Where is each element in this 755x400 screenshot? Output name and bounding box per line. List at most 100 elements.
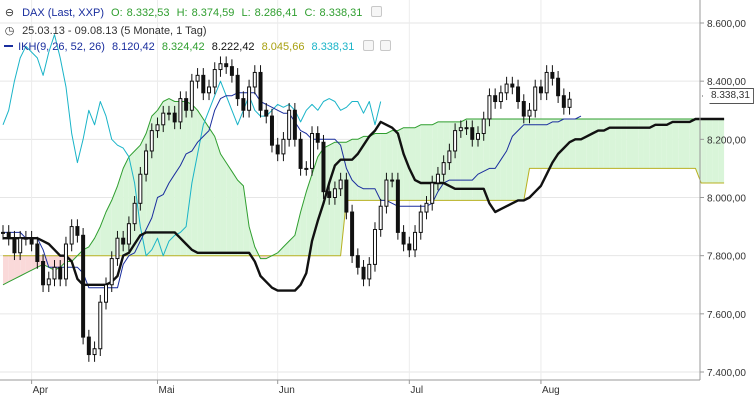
candle-up xyxy=(430,182,435,204)
candle-down xyxy=(58,266,63,280)
candle-down xyxy=(493,95,498,103)
candle-up xyxy=(149,130,154,152)
cloud-segment xyxy=(684,118,690,169)
cloud-segment xyxy=(174,101,181,256)
cloud-segment xyxy=(214,136,221,256)
cloud-segment xyxy=(186,101,192,256)
indicator-close-icon[interactable] xyxy=(380,40,392,51)
cloud-segment xyxy=(603,118,610,169)
candle-down xyxy=(315,133,320,143)
cloud-segment xyxy=(289,235,295,256)
candle-up xyxy=(92,348,97,356)
candle-down xyxy=(12,237,17,254)
candle-down xyxy=(344,179,349,213)
cloud-segment xyxy=(220,153,227,256)
senkou-b-value: 8.045,66 xyxy=(261,41,305,53)
cloud-segment xyxy=(500,118,507,201)
cloud-segment xyxy=(226,162,232,256)
cloud-segment xyxy=(294,212,301,256)
cloud-segment xyxy=(655,118,662,169)
candle-down xyxy=(361,266,366,280)
candle-up xyxy=(435,173,440,184)
candle-down xyxy=(510,83,515,88)
cloud-segment xyxy=(649,118,656,169)
tenkan-line xyxy=(3,92,582,289)
candle-down xyxy=(258,71,263,111)
cloud-segment xyxy=(712,118,719,183)
cloud-segment xyxy=(106,200,112,256)
candle-up xyxy=(155,124,160,132)
instrument-title: DAX (Last, XXP) xyxy=(22,7,104,19)
candle-up xyxy=(464,127,469,130)
cloud-segment xyxy=(546,118,553,169)
legend-title-row: ⊖ DAX (Last, XXP) O: 8.332,53 H: 8.374,59 … xyxy=(4,6,386,20)
cloud-segment xyxy=(569,118,576,169)
candle-down xyxy=(172,112,177,123)
cloud-segment xyxy=(134,145,141,256)
cloud-segment xyxy=(168,98,175,256)
candle-up xyxy=(384,179,389,207)
candle-down xyxy=(264,109,269,117)
cloud-segment xyxy=(237,180,244,256)
candle-up xyxy=(189,80,194,111)
candle-up xyxy=(207,86,212,94)
x-tick-label: Aug xyxy=(542,385,560,396)
candle-up xyxy=(247,86,252,111)
candle-up xyxy=(132,202,137,225)
cloud-segment xyxy=(266,255,272,259)
cloud-segment xyxy=(260,255,267,259)
kijun-line xyxy=(3,117,725,292)
cloud-segment xyxy=(243,185,250,256)
candle-down xyxy=(350,211,355,257)
cloud-segment xyxy=(352,139,358,201)
cloud-segment xyxy=(518,118,524,201)
cloud-segment xyxy=(20,255,26,277)
candle-down xyxy=(29,237,34,245)
y-tick-label: 8.000,00 xyxy=(707,194,746,205)
candle-up xyxy=(441,162,446,175)
cloud-segment xyxy=(88,238,95,256)
candle-down xyxy=(229,66,234,76)
cloud-segment xyxy=(632,118,639,169)
legend-range-row: ◷ 25.03.13 - 09.08.13 (5 Monate, 1 Tag) xyxy=(4,24,211,38)
cloud-segment xyxy=(369,133,375,201)
candle-up xyxy=(252,71,257,88)
cloud-segment xyxy=(8,255,15,282)
cloud-segment xyxy=(48,255,55,271)
settings-icon[interactable] xyxy=(371,6,383,17)
chart-collapse-icon[interactable]: ⊖ xyxy=(4,7,15,19)
cloud-segment xyxy=(3,255,9,285)
cloud-segment xyxy=(54,255,61,271)
x-tick-label: Jun xyxy=(279,385,295,396)
candle-up xyxy=(378,205,383,230)
candle-up xyxy=(115,237,120,260)
cloud-segment xyxy=(94,226,101,256)
candle-up xyxy=(46,278,51,286)
candle-up xyxy=(533,86,538,111)
candle-up xyxy=(1,231,5,234)
cloud-segment xyxy=(437,121,444,201)
cloud-segment xyxy=(558,118,564,169)
candle-down xyxy=(470,127,475,140)
cloud-segment xyxy=(231,171,238,256)
close-value: 8.338,31 xyxy=(319,7,363,19)
cloud-segment xyxy=(409,127,416,201)
candle-up xyxy=(504,83,509,94)
candle-down xyxy=(121,237,126,245)
candle-down xyxy=(298,138,303,169)
candle-up xyxy=(178,98,183,123)
y-tick-label: 7.600,00 xyxy=(707,310,746,321)
cloud-segment xyxy=(643,118,650,169)
candle-down xyxy=(235,74,240,100)
candle-up xyxy=(304,167,309,170)
candle-down xyxy=(75,226,80,236)
cloud-segment xyxy=(615,118,622,169)
cloud-segment xyxy=(420,124,427,201)
y-tick-label: 8.400,00 xyxy=(707,77,746,88)
cloud-segment xyxy=(701,118,707,183)
indicator-settings-icon[interactable] xyxy=(363,40,375,51)
candle-down xyxy=(224,63,229,68)
candle-up xyxy=(69,226,74,245)
candle-up xyxy=(98,301,103,350)
chikou-line xyxy=(2,34,382,257)
